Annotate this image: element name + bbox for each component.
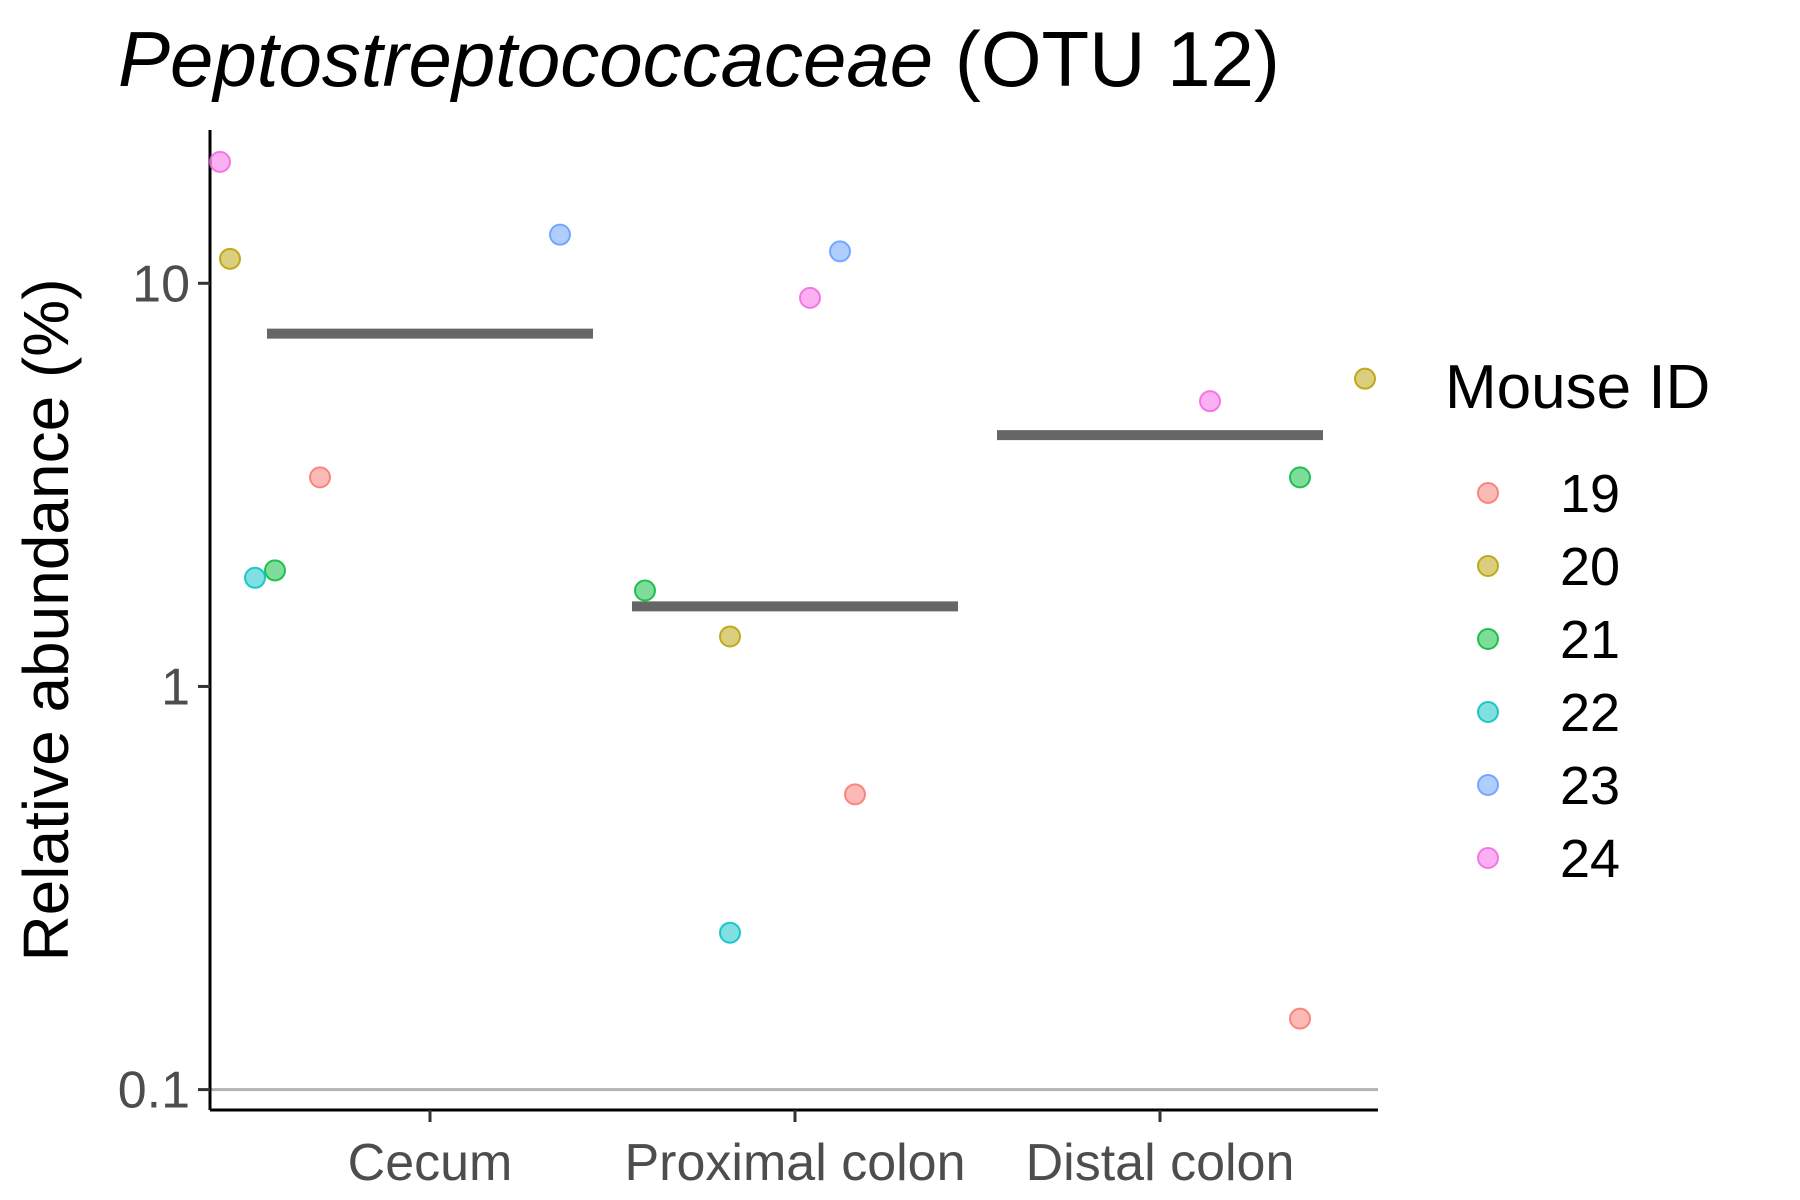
legend-key — [1477, 628, 1499, 650]
x-tick-label: Proximal colon — [624, 1134, 965, 1192]
data-point — [844, 783, 866, 806]
legend: Mouse ID 19 20 21 22 23 24 — [1445, 353, 1710, 889]
y-tick-label: 10 — [132, 255, 190, 313]
data-point — [549, 223, 571, 246]
data-point — [1199, 390, 1221, 413]
data-point — [1289, 1007, 1311, 1030]
legend-key — [1477, 555, 1499, 577]
chart-title-italic: Peptostreptococcaceae — [118, 15, 933, 103]
legend-label: 19 — [1560, 464, 1620, 524]
data-point — [829, 240, 851, 263]
data-points — [209, 150, 1376, 1030]
data-point — [719, 921, 741, 944]
legend-label: 24 — [1560, 829, 1620, 889]
data-point — [1354, 367, 1376, 390]
y-tick-label: 0.1 — [118, 1062, 190, 1120]
legend-key — [1477, 774, 1499, 796]
data-point — [244, 566, 266, 589]
legend-label: 21 — [1560, 610, 1620, 670]
y-axis-label: Relative abundance (%) — [10, 278, 82, 961]
legend-key — [1477, 847, 1499, 869]
data-point — [1289, 466, 1311, 489]
data-point — [209, 150, 231, 173]
legend-key — [1477, 701, 1499, 723]
mean-bars — [267, 328, 1323, 612]
data-point — [634, 579, 656, 602]
data-point — [799, 286, 821, 309]
y-axis-ticks: 0.1 1 10 — [118, 255, 210, 1120]
x-tick-label: Cecum — [348, 1134, 513, 1192]
x-axis-ticks: Cecum Proximal colon Distal colon — [348, 1110, 1295, 1192]
data-point — [219, 247, 241, 270]
legend-key — [1477, 482, 1499, 504]
x-tick-label: Distal colon — [1026, 1134, 1295, 1192]
axes — [208, 130, 1378, 1112]
chart-title-rest: (OTU 12) — [933, 15, 1280, 103]
legend-label: 22 — [1560, 683, 1620, 743]
data-point — [264, 559, 286, 582]
legend-label: 20 — [1560, 537, 1620, 597]
data-point — [719, 625, 741, 648]
legend-title: Mouse ID — [1445, 353, 1710, 422]
y-tick-label: 1 — [161, 658, 190, 716]
chart-title: Peptostreptococcaceae (OTU 12) — [118, 15, 1280, 103]
data-point — [309, 466, 331, 489]
legend-label: 23 — [1560, 756, 1620, 816]
